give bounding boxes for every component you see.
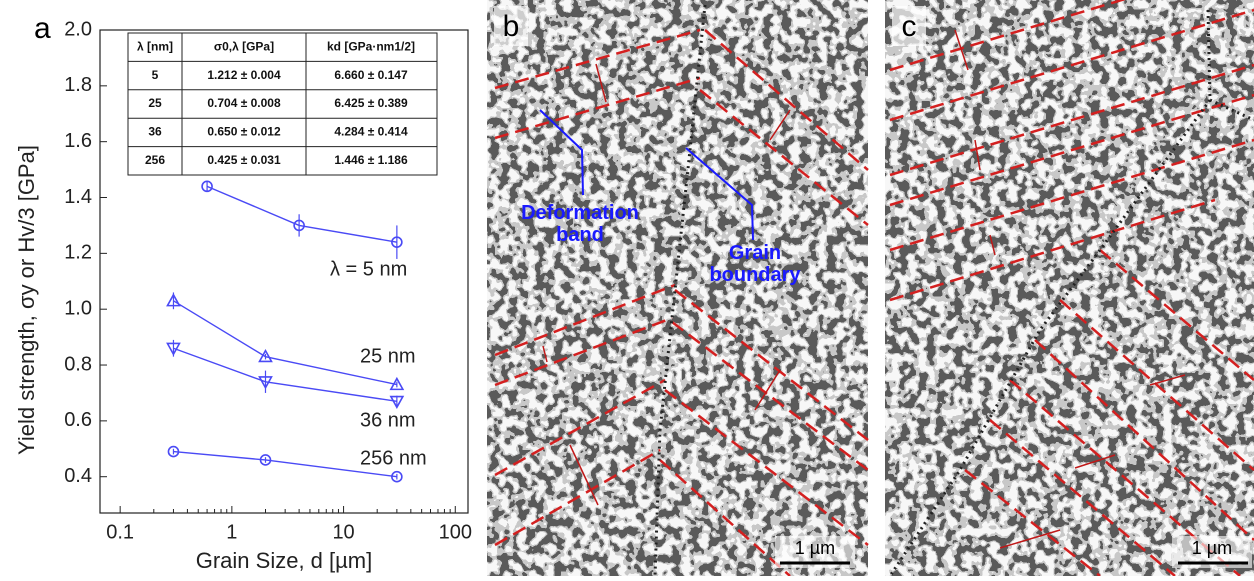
- table-cell: 1.446 ± 1.186: [334, 153, 408, 167]
- label-bg: [494, 6, 528, 46]
- table-cell: 4.284 ± 0.414: [334, 125, 408, 139]
- table-cell: 6.425 ± 0.389: [334, 96, 408, 110]
- panel-label: a: [34, 12, 51, 45]
- y-axis-label: Yield strength, σy or Hv/3 [GPa]: [14, 145, 39, 455]
- x-tick-label: 0.1: [106, 521, 134, 543]
- annotation: Deformation band: [521, 202, 639, 246]
- table-cell: 36: [148, 125, 162, 139]
- leader-line: [685, 147, 754, 241]
- y-tick-label: 1.6: [64, 130, 92, 152]
- y-tick-label: 1.8: [64, 74, 92, 96]
- micrograph-b: b Deformation band Grain boundary 1 µm: [487, 0, 869, 577]
- marker: [293, 219, 305, 232]
- marker: [166, 293, 181, 307]
- y-tick-label: 1.2: [64, 242, 92, 264]
- marker: [389, 395, 405, 409]
- label-bg: [892, 6, 926, 46]
- y-tick-label: 1.4: [64, 186, 92, 208]
- series-label: λ = 5 nm: [330, 258, 407, 280]
- series-label: 36 nm: [360, 409, 416, 431]
- panel-label: b: [503, 10, 520, 43]
- marker: [201, 180, 213, 193]
- marker: [167, 445, 180, 458]
- y-tick-label: 2.0: [64, 18, 92, 40]
- series-line: [206, 185, 397, 243]
- marker: [259, 454, 272, 466]
- x-axis-label: Grain Size, d [µm]: [196, 548, 373, 573]
- micrograph-texture: [487, 0, 868, 576]
- annotation: Grain boundary: [709, 242, 801, 286]
- table-cell: σ0,λ [GPa]: [214, 39, 274, 53]
- table-cell: 0.425 ± 0.031: [207, 153, 281, 167]
- marker: [389, 376, 405, 391]
- grain-boundary-line: [653, 4, 707, 577]
- series-line: [173, 300, 398, 386]
- inset-table: λ [nm] σ0,λ [GPa] kd [GPa·nm1/2] 5 1.212 ± 0…: [127, 32, 438, 176]
- plot-frame: [99, 29, 469, 514]
- table-frame: [127, 32, 438, 176]
- table-cell: 256: [145, 153, 165, 167]
- band-lines: [494, 28, 869, 577]
- table-cell: kd [GPa·nm1/2]: [327, 39, 415, 53]
- y-tick-label: 0.4: [64, 465, 92, 487]
- x-tick-label: 100: [439, 521, 472, 543]
- marker: [258, 349, 273, 363]
- y-tick-label: 0.6: [64, 409, 92, 431]
- x-tick-label: 1: [226, 521, 237, 543]
- micrograph-texture: [885, 0, 1254, 576]
- width-arrows: [542, 63, 791, 506]
- table-cell: 0.650 ± 0.012: [207, 125, 281, 139]
- marker: [166, 342, 181, 356]
- table-cell: λ [nm]: [137, 39, 173, 53]
- micrograph-c: c 1 µm: [885, 0, 1254, 577]
- marker: [258, 376, 273, 390]
- x-tick-label: 10: [332, 521, 354, 543]
- band-lines: [889, 0, 1254, 577]
- scale-bar-label: 1 µm: [1192, 538, 1232, 558]
- panel-label: c: [902, 10, 917, 43]
- table-cell: 25: [148, 96, 162, 110]
- table-cell: 1.212 ± 0.004: [207, 68, 281, 82]
- leader-line: [539, 109, 584, 196]
- y-tick-label: 0.8: [64, 353, 92, 375]
- width-arrows: [954, 29, 1186, 549]
- table-cell: 6.660 ± 0.147: [334, 68, 408, 82]
- scale-bar-label: 1 µm: [795, 538, 835, 558]
- table-cell: 0.704 ± 0.008: [207, 96, 281, 110]
- series-label: 256 nm: [360, 447, 427, 469]
- table-cell: 5: [152, 68, 159, 82]
- y-tick-label: 1.0: [64, 297, 92, 319]
- marker: [391, 236, 403, 248]
- marker: [391, 470, 403, 483]
- series-label: 25 nm: [360, 345, 416, 367]
